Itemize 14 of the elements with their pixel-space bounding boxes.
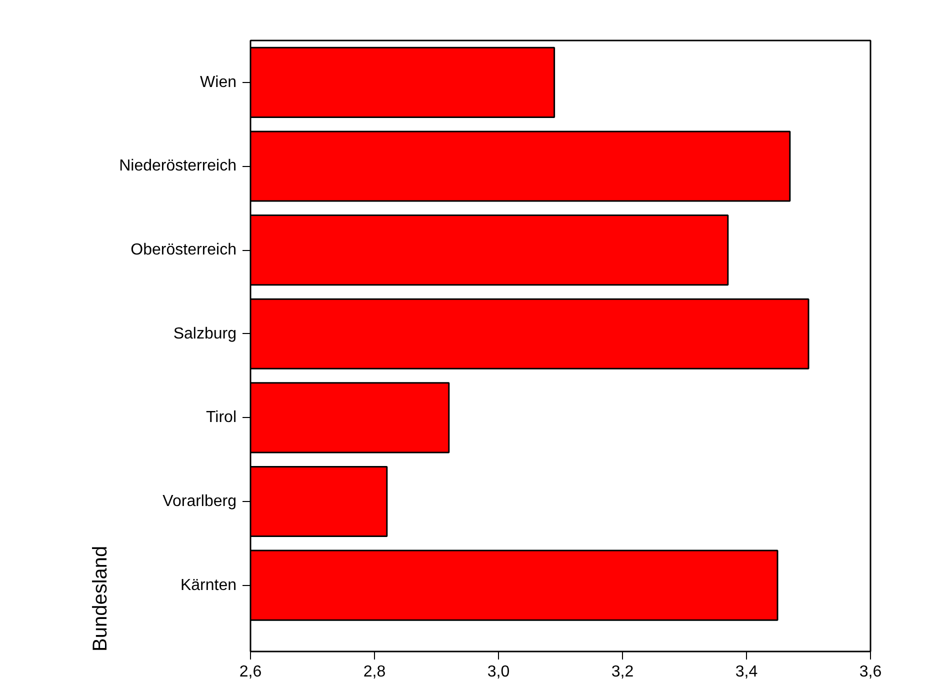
y-tick-label: Niederösterreich — [119, 158, 237, 175]
x-tick-label: 3,6 — [859, 664, 882, 680]
x-tick-label: 3,4 — [735, 664, 758, 680]
y-tick-label: Tirol — [206, 409, 236, 426]
x-tick-label: 3,2 — [611, 664, 634, 680]
y-tick-label: Vorarlberg — [162, 492, 237, 510]
y-tick-label: Kärnten — [180, 576, 237, 594]
y-axis-title: Bundesland — [90, 546, 112, 652]
y-tick-label: Oberösterreich — [130, 242, 237, 259]
y-tick-label: Wien — [200, 74, 236, 91]
y-tick-label: Salzburg — [173, 325, 237, 342]
x-tick-label: 2,6 — [239, 664, 262, 680]
x-tick-label: 3,0 — [487, 664, 510, 680]
x-tick-label: 2,8 — [363, 664, 386, 680]
